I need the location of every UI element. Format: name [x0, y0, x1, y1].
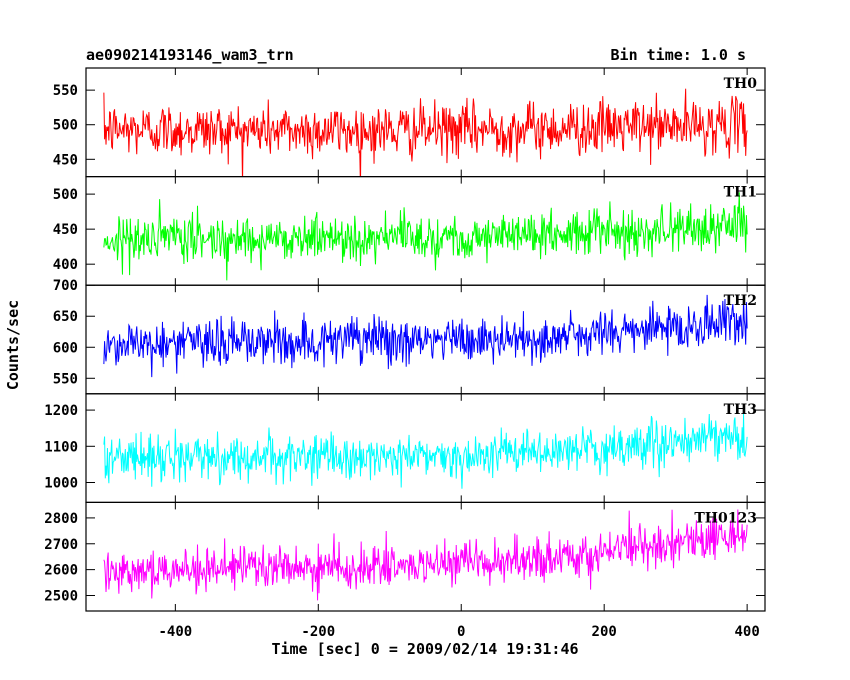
series-line-th1	[103, 192, 748, 281]
panel-th2: 550 600 650 700 TH2	[53, 278, 766, 395]
panel-th3: 1000 1100 1200 TH3	[44, 393, 766, 503]
series-line-th2	[103, 294, 748, 378]
y-tick-label: 450	[53, 152, 78, 168]
x-axis-label: Time [sec] 0 = 2009/02/14 19:31:46	[271, 640, 578, 658]
series-line-th3	[103, 413, 748, 489]
y-tick-label: 700	[53, 278, 78, 294]
series-line-th0123	[103, 509, 748, 601]
x-tick-label: 0	[457, 624, 465, 640]
y-tick-label: 2600	[44, 563, 78, 579]
x-tick-label: 200	[592, 624, 617, 640]
y-tick-label: 550	[53, 83, 78, 99]
panel-th0123: 2500 2600 2700 2800 TH0123	[44, 501, 766, 612]
series-line-th0	[103, 88, 748, 177]
y-tick-label: 2500	[44, 588, 78, 604]
panel-label-th1: TH1	[724, 185, 757, 201]
chart-title: ae090214193146_wam3_trn	[86, 46, 294, 64]
x-tick-label: 400	[734, 624, 759, 640]
x-tick-label: -200	[301, 624, 335, 640]
panel-label-th3: TH3	[724, 402, 757, 418]
panel-frame	[85, 501, 766, 612]
x-tick-label: -400	[158, 624, 192, 640]
y-tick-label: 550	[53, 371, 78, 387]
y-tick-label: 1100	[44, 439, 78, 455]
y-tick-label: 450	[53, 222, 78, 238]
panel-label-th0: TH0	[724, 76, 758, 92]
y-tick-label: 1000	[44, 475, 78, 491]
y-tick-label: 2700	[44, 537, 78, 553]
y-tick-label: 600	[53, 340, 78, 356]
y-tick-label: 500	[53, 187, 78, 203]
panel-label-th2: TH2	[724, 293, 757, 309]
panels-group: 450 500 550 TH0 400 450 500 TH1 550 600 650 700 TH2 1…	[44, 67, 766, 612]
panel-th0: 450 500 550 TH0	[53, 67, 766, 178]
y-tick-label: 1200	[44, 403, 78, 419]
y-tick-label: 500	[53, 118, 78, 134]
y-tick-label: 400	[53, 257, 78, 273]
x-axis-ticks: -400 -200 0 200 400	[158, 624, 759, 640]
y-tick-label: 2800	[44, 511, 78, 527]
panel-label-th0123: TH0123	[694, 510, 757, 526]
y-tick-label: 650	[53, 309, 78, 325]
y-axis-label: Counts/sec	[4, 300, 22, 390]
panel-th1: 400 450 500 TH1	[53, 176, 766, 286]
panel-frame	[85, 284, 766, 395]
bin-time-label: Bin time: 1.0 s	[611, 46, 746, 64]
